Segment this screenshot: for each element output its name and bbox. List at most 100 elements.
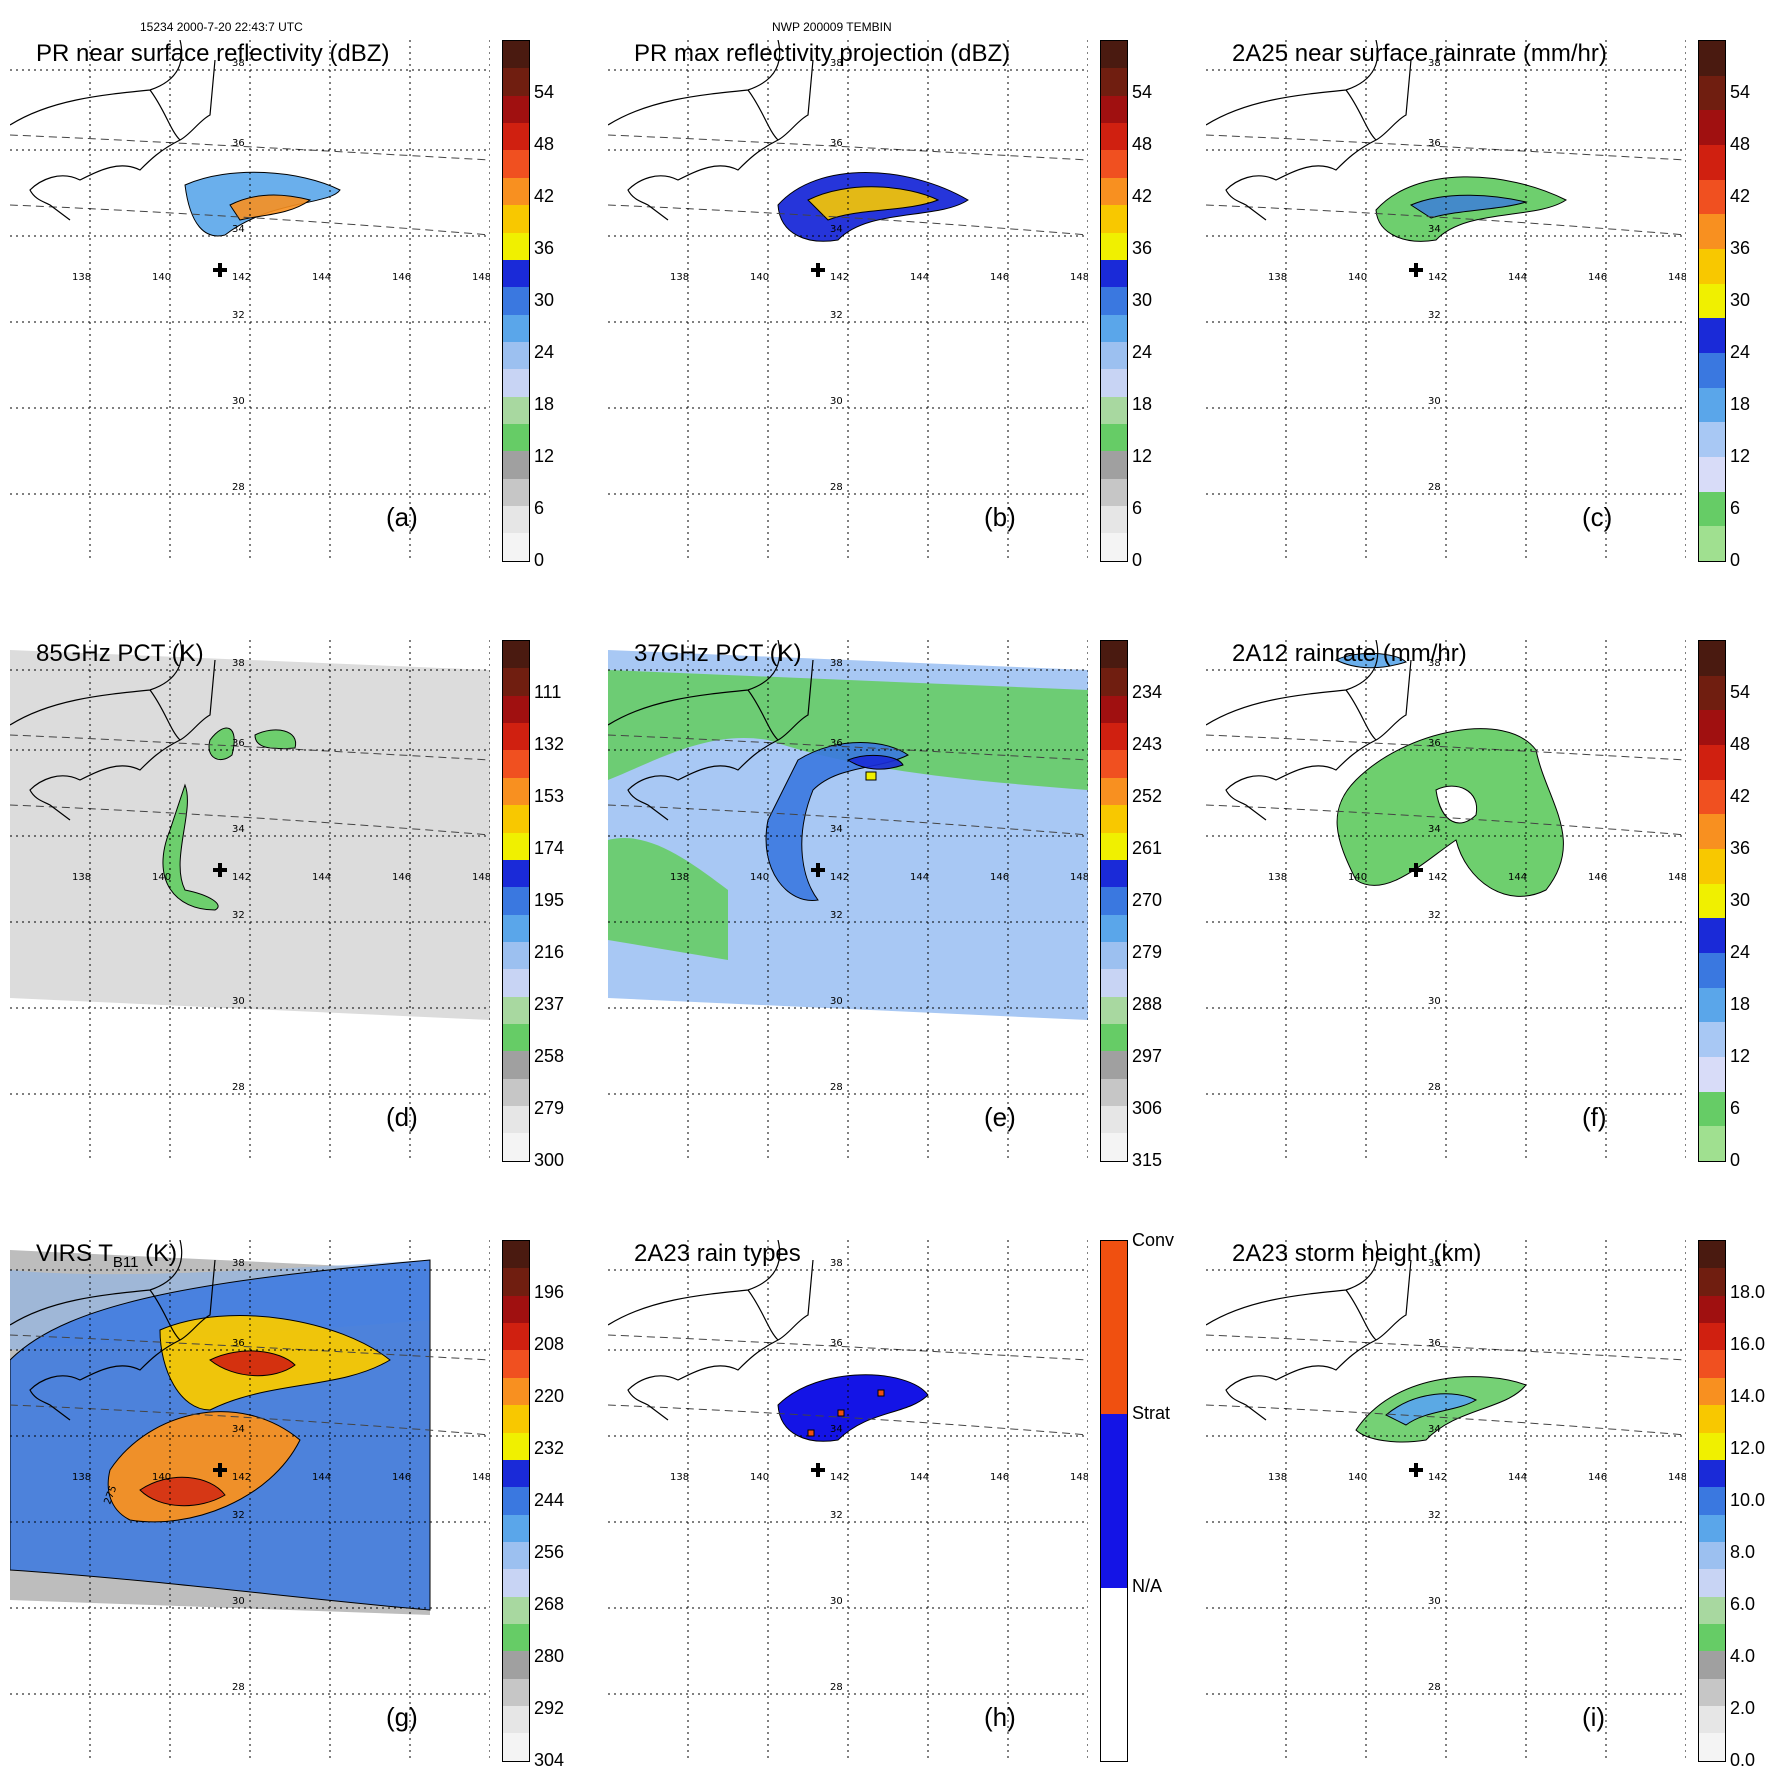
colorbar-segment — [503, 1569, 529, 1597]
colorbar-segment — [1699, 214, 1725, 249]
lat-tick-label: 36 — [1428, 738, 1441, 749]
panel-e: 38 36 34 32 30 28 138 140 142 144 146 148 37GHz PCT … — [608, 640, 1168, 1170]
lat-tick-label: 38 — [1428, 1258, 1441, 1269]
lat-tick-label: 28 — [830, 1082, 843, 1093]
colorbar — [1100, 40, 1128, 562]
colorbar-tick-label: 2.0 — [1730, 1698, 1756, 1718]
lon-tick-label: 140 — [152, 872, 171, 883]
colorbar-tick-label: 18 — [1730, 394, 1751, 414]
panel-label: (d) — [386, 1102, 418, 1132]
colorbar-tick-label: 36 — [1730, 238, 1751, 258]
lon-tick-label: 140 — [750, 872, 769, 883]
lat-tick-label: 30 — [830, 396, 843, 407]
colorbar-segment — [1699, 1569, 1725, 1597]
lon-tick-label: 146 — [392, 1472, 411, 1483]
colorbar-tick-label: 196 — [534, 1282, 565, 1302]
colorbar-segment — [503, 123, 529, 151]
lat-tick-label: 30 — [1428, 996, 1441, 1007]
lat-tick-label: 36 — [232, 738, 245, 749]
lat-tick-label: 38 — [232, 58, 245, 69]
colorbar-segment — [1101, 123, 1127, 151]
colorbar — [1698, 1240, 1726, 1762]
colorbar-segment — [1699, 675, 1725, 711]
colorbar-segment — [503, 1133, 529, 1161]
colorbar-segment — [1699, 1241, 1725, 1269]
lon-tick-label: 144 — [1508, 1472, 1527, 1483]
colorbar-segment — [503, 1514, 529, 1542]
lon-tick-label: 148 — [1070, 872, 1088, 883]
colorbar-tick-label: 315 — [1132, 1150, 1163, 1170]
colorbar-tick-label: 174 — [534, 838, 565, 858]
map-e: 38 36 34 32 30 28 138 140 142 144 146 148 — [608, 640, 1088, 1160]
colorbar-tick-label: 10.0 — [1730, 1490, 1766, 1510]
colorbar-segment — [503, 150, 529, 178]
rain-feature — [846, 754, 904, 770]
colorbar-tick-label: 195 — [534, 890, 565, 910]
panel-h: 38 36 34 32 30 28 138 140 142 144 146 148 2A23 rain … — [608, 1230, 1174, 1762]
storm-center-icon — [1409, 1463, 1423, 1477]
colorbar-tick-label: 6 — [1730, 498, 1741, 518]
colorbar-segment — [1101, 832, 1127, 860]
colorbar-segment — [1101, 695, 1127, 724]
coastline — [1206, 1240, 1412, 1421]
colorbar-tick-label: 216 — [534, 942, 565, 962]
lon-tick-label: 140 — [1348, 1472, 1367, 1483]
lon-tick-label: 140 — [152, 1472, 171, 1483]
colorbar-segment — [1699, 1733, 1725, 1761]
colorbar-segment — [1699, 1091, 1725, 1127]
lat-tick-label: 28 — [830, 1682, 843, 1693]
colorbar-tick-label: 234 — [1132, 682, 1163, 702]
lat-tick-label: 36 — [1428, 138, 1441, 149]
colorbar-tick-label: 6 — [1132, 498, 1143, 518]
colorbar-tick-label: 268 — [534, 1594, 565, 1614]
lat-tick-label: 28 — [1428, 1082, 1441, 1093]
colorbar-segment — [503, 859, 529, 888]
colorbar-segment — [503, 1377, 529, 1406]
lon-tick-label: 146 — [392, 272, 411, 283]
colorbar-segment — [1101, 914, 1127, 942]
colorbar-segment — [1101, 1414, 1127, 1588]
colorbar-segment — [1101, 506, 1127, 534]
coastline — [10, 640, 216, 821]
colorbar-tick-label: 280 — [534, 1646, 565, 1666]
colorbar-segment — [503, 1323, 529, 1351]
colorbar-segment — [1699, 952, 1725, 988]
swath-edge-south — [1206, 804, 1686, 836]
panel-title: 37GHz PCT (K) — [634, 640, 802, 667]
colorbar-tick-label: 237 — [534, 994, 565, 1014]
colorbar-tick-label: 300 — [534, 1150, 565, 1170]
lon-tick-label: 144 — [312, 1472, 331, 1483]
coastline — [10, 1240, 216, 1421]
swath-edge-south — [10, 204, 490, 236]
colorbar-segment — [503, 1596, 529, 1625]
lat-tick-label: 30 — [1428, 396, 1441, 407]
lon-tick-label: 144 — [910, 272, 929, 283]
swath-edge-south — [10, 1404, 490, 1436]
colorbar-segment — [1699, 848, 1725, 884]
lat-tick-label: 32 — [1428, 910, 1441, 921]
panel-label: (b) — [984, 502, 1016, 532]
colorbar-tick-label: N/A — [1132, 1576, 1163, 1596]
colorbar-tick-label: 30 — [1730, 890, 1751, 910]
colorbar-segment — [503, 451, 529, 479]
colorbar-segment — [503, 1678, 529, 1707]
swath-edge-south — [1206, 204, 1686, 236]
lon-tick-label: 148 — [1668, 1472, 1686, 1483]
colorbar-tick-label: 30 — [1132, 290, 1153, 310]
lat-tick-label: 34 — [830, 1424, 843, 1435]
lon-tick-label: 142 — [830, 872, 849, 883]
colorbar-tick-label: 48 — [1730, 734, 1751, 754]
lat-tick-label: 38 — [232, 658, 245, 669]
storm-center-icon — [1409, 863, 1423, 877]
colorbar-segment — [1101, 996, 1127, 1025]
lat-tick-label: 34 — [1428, 224, 1441, 235]
colorbar-segment — [1101, 641, 1127, 669]
colorbar-tick-label: 0 — [1730, 1150, 1741, 1170]
lat-tick-label: 34 — [1428, 824, 1441, 835]
storm-center-icon — [213, 1463, 227, 1477]
lon-tick-label: 140 — [750, 1472, 769, 1483]
lat-tick-label: 28 — [1428, 1682, 1441, 1693]
lat-tick-label: 32 — [232, 1510, 245, 1521]
colorbar-tick-label: 279 — [534, 1098, 565, 1118]
